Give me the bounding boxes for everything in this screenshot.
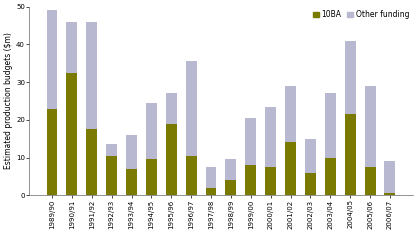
Bar — [226, 180, 236, 195]
Bar — [245, 165, 256, 195]
Bar — [106, 144, 117, 156]
Bar — [364, 167, 376, 195]
Bar — [206, 167, 216, 188]
Bar — [325, 93, 336, 158]
Bar — [66, 22, 78, 73]
Bar — [325, 158, 336, 195]
Bar — [126, 135, 137, 169]
Bar — [364, 86, 376, 167]
Bar — [206, 188, 216, 195]
Bar — [146, 159, 157, 195]
Legend: 10BA, Other funding: 10BA, Other funding — [313, 10, 409, 20]
Bar — [146, 103, 157, 159]
Bar — [66, 73, 78, 195]
Bar — [226, 159, 236, 180]
Bar — [305, 173, 316, 195]
Bar — [384, 193, 395, 195]
Bar — [86, 129, 97, 195]
Bar — [86, 22, 97, 129]
Bar — [47, 10, 58, 109]
Bar — [186, 61, 197, 156]
Bar — [166, 124, 177, 195]
Bar — [47, 109, 58, 195]
Bar — [186, 156, 197, 195]
Bar — [345, 114, 356, 195]
Bar — [305, 139, 316, 173]
Bar — [285, 86, 296, 142]
Bar — [126, 169, 137, 195]
Bar — [166, 93, 177, 124]
Bar — [345, 41, 356, 114]
Bar — [245, 118, 256, 165]
Bar — [106, 156, 117, 195]
Y-axis label: Estimated production budgets ($m): Estimated production budgets ($m) — [4, 33, 13, 169]
Bar — [384, 161, 395, 193]
Bar — [285, 142, 296, 195]
Bar — [265, 167, 276, 195]
Bar — [265, 107, 276, 167]
